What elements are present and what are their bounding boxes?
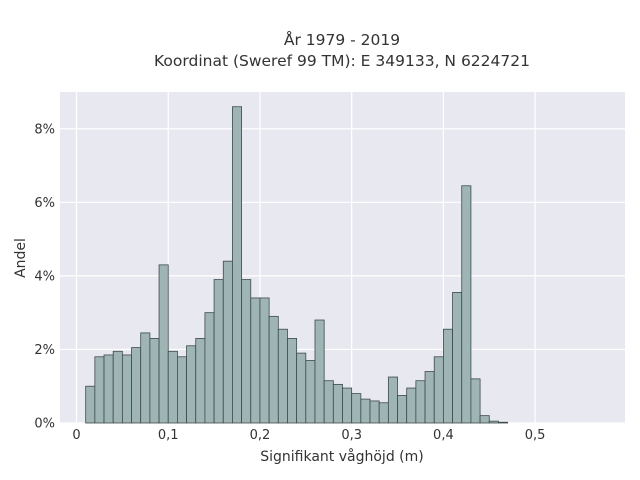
x-tick-label: 0,5	[525, 428, 546, 443]
histogram-bar	[259, 297, 270, 424]
histogram-bar	[121, 354, 132, 424]
histogram-bar	[387, 376, 398, 424]
chart-title-line-2: Koordinat (Sweref 99 TM): E 349133, N 62…	[154, 52, 530, 70]
y-axis-label: Andel	[13, 238, 29, 278]
histogram-bar	[452, 292, 463, 424]
x-axis-label: Signifikant våghöjd (m)	[260, 448, 423, 465]
histogram-bar	[103, 354, 114, 424]
histogram-bar	[112, 350, 123, 424]
histogram-bar	[140, 332, 151, 424]
chart-title-line-1: År 1979 - 2019	[284, 30, 400, 49]
y-tick-label: 6%	[34, 196, 55, 211]
histogram-bar	[360, 398, 371, 424]
histogram-bar	[204, 312, 215, 424]
histogram-bar	[195, 338, 206, 424]
x-tick-label: 0,4	[433, 428, 454, 443]
histogram-bar	[488, 420, 499, 424]
histogram-bar	[342, 387, 353, 424]
histogram-bar	[250, 297, 261, 424]
histogram-bar	[305, 360, 316, 424]
histogram-bar	[186, 345, 197, 424]
histogram-bar	[397, 395, 408, 424]
histogram-bar	[213, 279, 224, 424]
histogram-bar	[470, 378, 481, 424]
histogram-bar	[323, 380, 334, 424]
histogram-bar	[85, 385, 96, 424]
histogram-bar	[351, 393, 362, 424]
y-tick-label: 2%	[34, 343, 55, 358]
histogram-bar	[433, 356, 444, 424]
histogram-bar	[479, 415, 490, 424]
histogram-bar	[461, 185, 472, 424]
histogram-bar	[314, 319, 325, 424]
y-tick-label: 8%	[34, 122, 55, 137]
x-tick-label: 0,1	[158, 428, 179, 443]
histogram-bar	[158, 264, 169, 424]
histogram-bar	[415, 380, 426, 424]
histogram-bar	[177, 356, 187, 424]
histogram-bar	[378, 402, 389, 424]
histogram-bar	[498, 421, 508, 424]
histogram-bar	[369, 400, 380, 424]
histogram-bar	[232, 106, 243, 424]
histogram-bar	[287, 338, 298, 424]
histogram-bar	[406, 387, 417, 424]
histogram-bar	[131, 347, 142, 424]
histogram-bar	[277, 328, 288, 424]
histogram-bar	[94, 356, 105, 424]
histogram-bar	[296, 352, 307, 424]
histogram-bar	[149, 338, 160, 424]
histogram-bar	[268, 315, 279, 424]
x-tick-label: 0,2	[250, 428, 271, 443]
histogram-bar	[241, 279, 252, 424]
histogram-bar	[167, 350, 178, 424]
y-tick-label: 4%	[34, 269, 55, 284]
histogram-bar	[332, 383, 343, 424]
histogram-bar	[424, 371, 435, 424]
histogram-bar	[442, 328, 453, 424]
histogram-bar	[222, 260, 233, 424]
x-tick-label: 0	[72, 428, 80, 443]
y-tick-label: 0%	[34, 417, 55, 432]
x-tick-label: 0,3	[341, 428, 362, 443]
